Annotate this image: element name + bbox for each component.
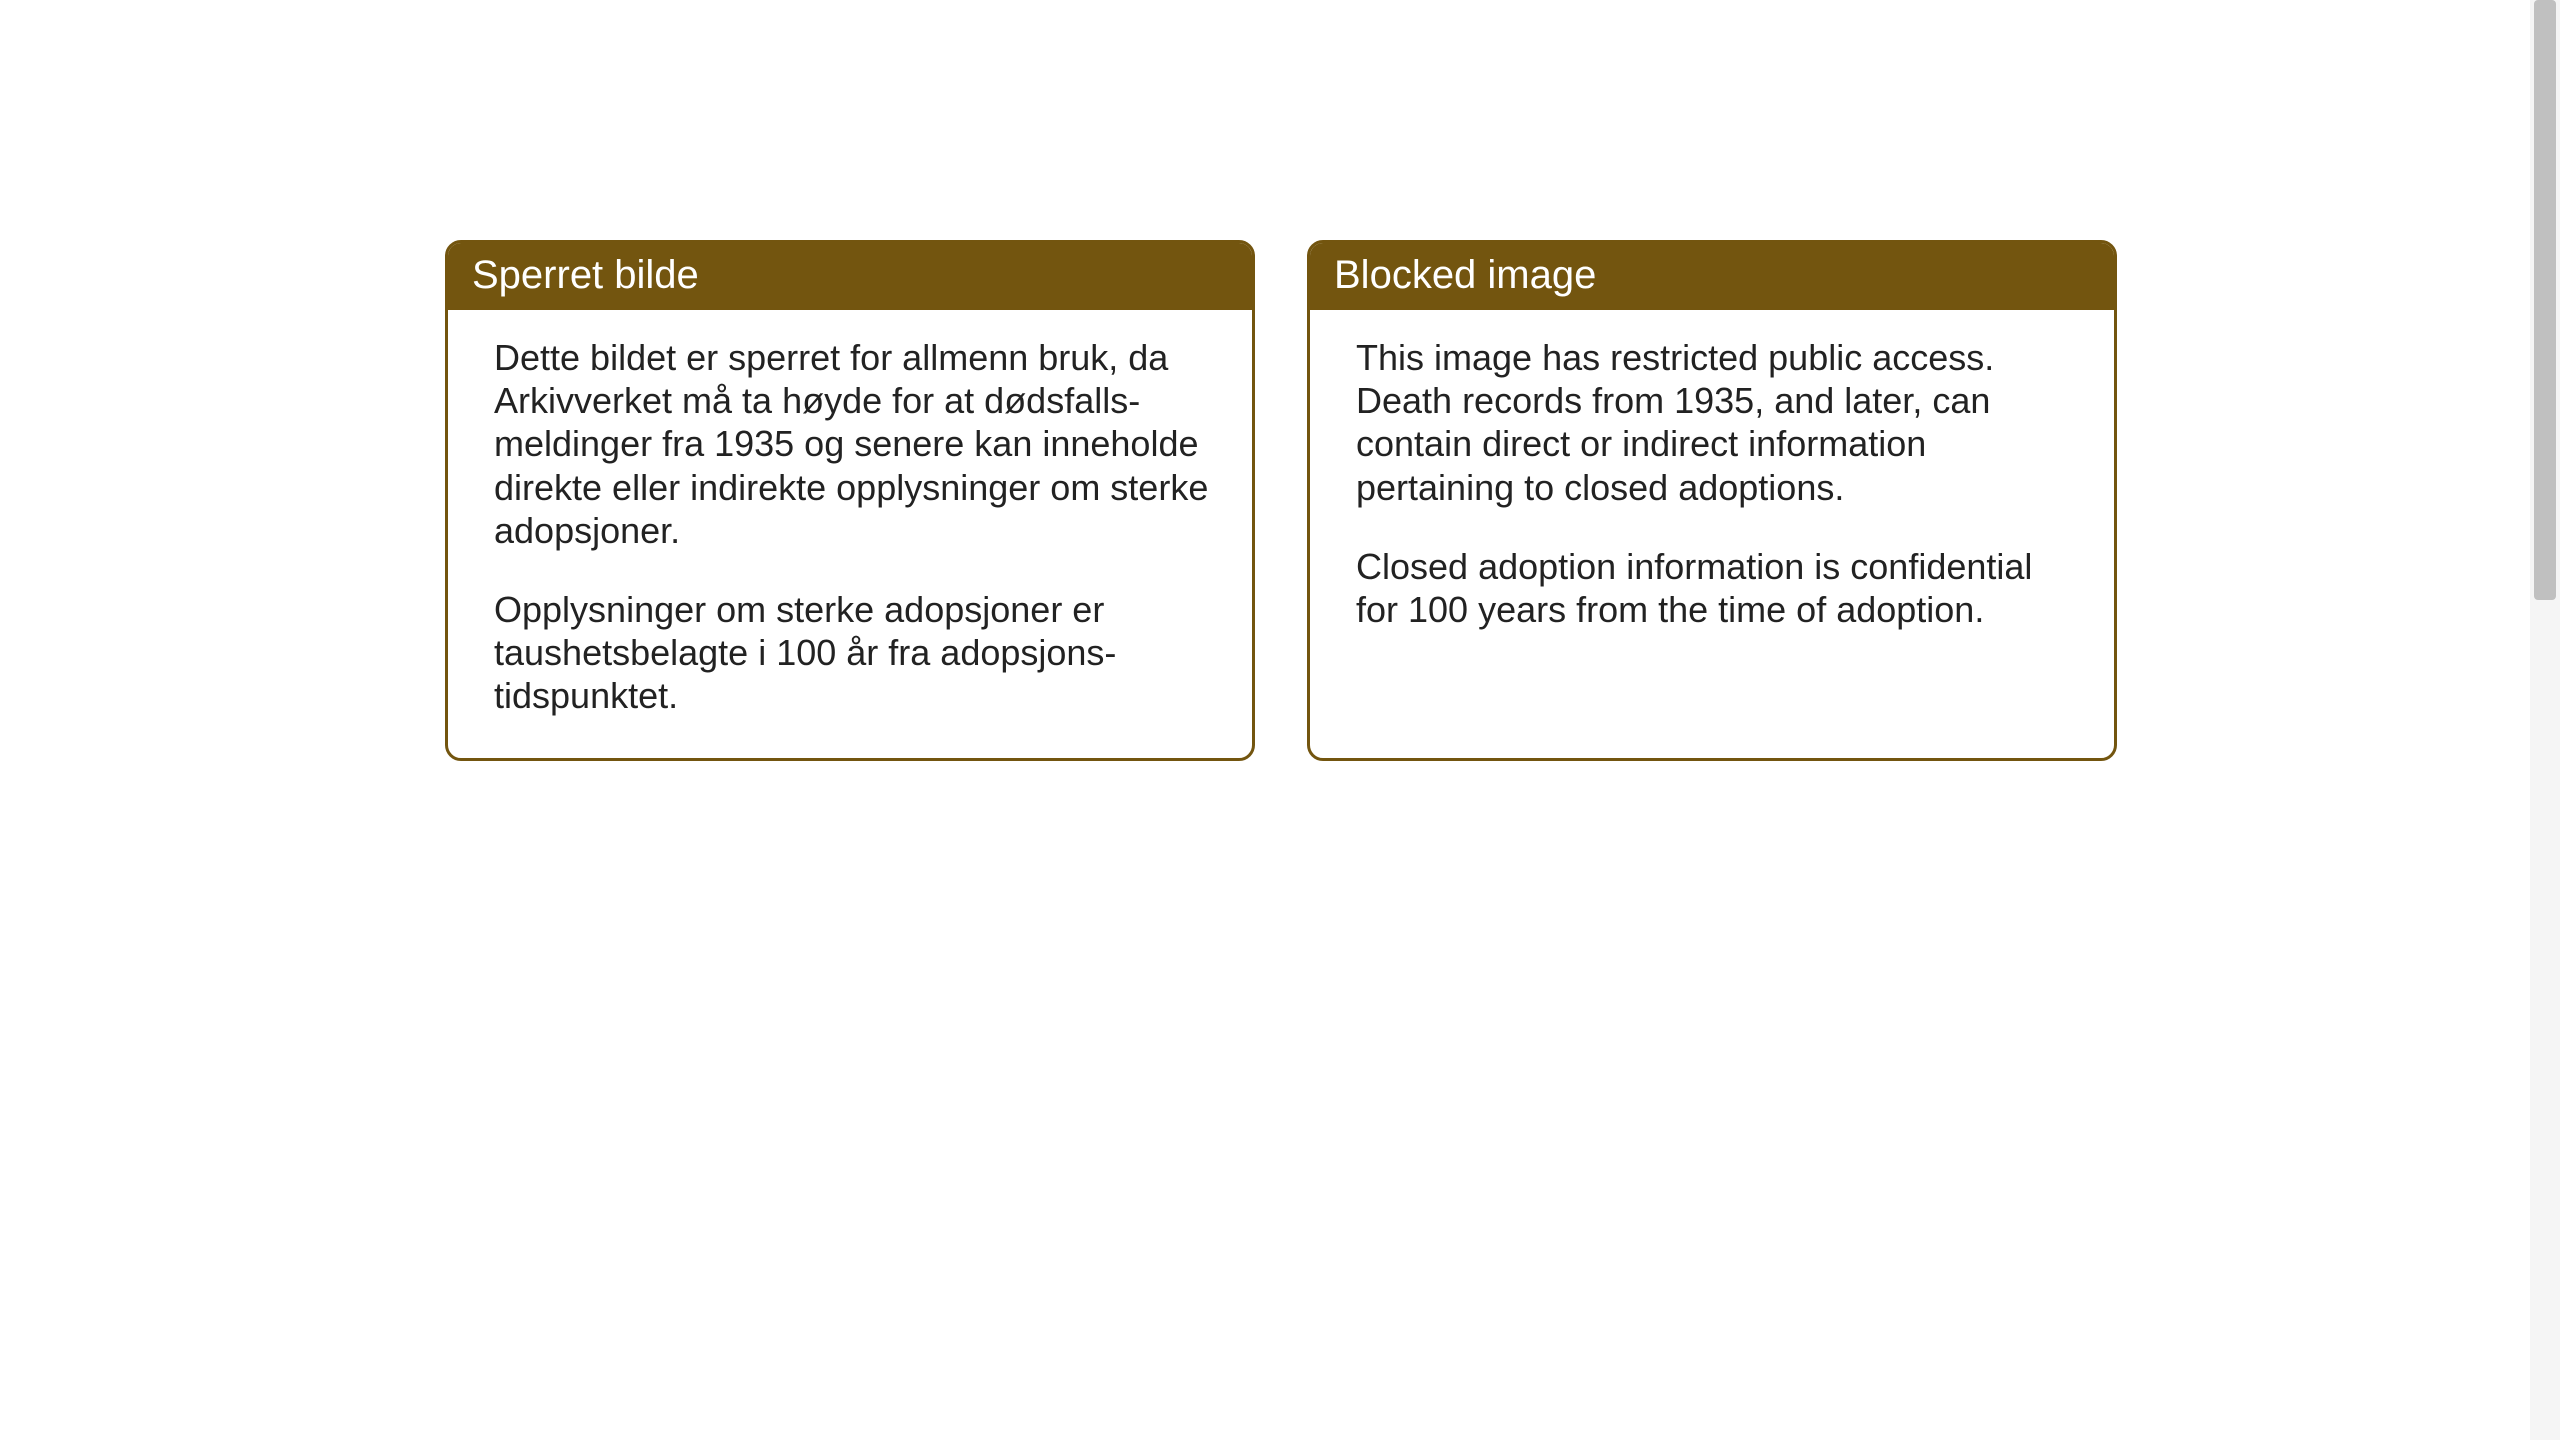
english-paragraph-2: Closed adoption information is confident… — [1356, 545, 2074, 631]
notice-container: Sperret bilde Dette bildet er sperret fo… — [445, 240, 2117, 761]
norwegian-notice-body: Dette bildet er sperret for allmenn bruk… — [448, 310, 1252, 758]
vertical-scrollbar[interactable] — [2530, 0, 2560, 1440]
english-paragraph-1: This image has restricted public access.… — [1356, 336, 2074, 509]
english-notice-body: This image has restricted public access.… — [1310, 310, 2114, 671]
norwegian-paragraph-1: Dette bildet er sperret for allmenn bruk… — [494, 336, 1212, 552]
norwegian-notice-box: Sperret bilde Dette bildet er sperret fo… — [445, 240, 1255, 761]
norwegian-paragraph-2: Opplysninger om sterke adopsjoner er tau… — [494, 588, 1212, 718]
scrollbar-thumb[interactable] — [2534, 0, 2556, 600]
english-notice-title: Blocked image — [1310, 243, 2114, 310]
english-notice-box: Blocked image This image has restricted … — [1307, 240, 2117, 761]
norwegian-notice-title: Sperret bilde — [448, 243, 1252, 310]
